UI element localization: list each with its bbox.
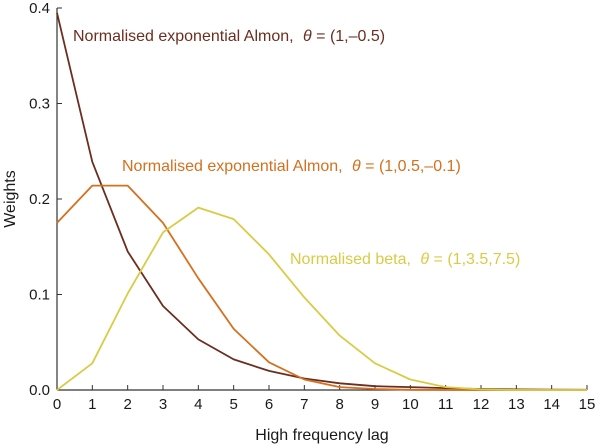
series-label-almon-2: Normalised exponential Almon, θ = (1,–0.… bbox=[73, 28, 385, 45]
y-axis-ticks: 0.0 0.1 0.2 0.3 0.4 bbox=[29, 0, 62, 399]
y-tick-label: 0.4 bbox=[29, 0, 50, 17]
x-tick-label: 9 bbox=[371, 396, 379, 413]
series-label-prefix: Normalised exponential Almon, bbox=[73, 28, 294, 45]
series-line-almon-2 bbox=[56, 12, 588, 391]
x-axis-label: High frequency lag bbox=[255, 427, 388, 444]
y-tick-label: 0.1 bbox=[29, 287, 50, 304]
x-axis-ticks: 0 1 2 3 4 5 6 7 8 9 10 11 12 13 14 15 bbox=[53, 385, 596, 413]
series-label-value: = (1,–0.5) bbox=[316, 28, 385, 45]
series-line-beta bbox=[56, 206, 587, 391]
theta-symbol: θ bbox=[303, 28, 312, 45]
series-lines bbox=[56, 12, 588, 391]
x-tick-label: 7 bbox=[300, 396, 308, 413]
series-line-almon-3 bbox=[56, 184, 587, 391]
series-label-value: = (1,0.5,–0.1) bbox=[365, 158, 461, 175]
x-tick-label: 6 bbox=[265, 396, 273, 413]
theta-symbol: θ bbox=[352, 158, 361, 175]
series-annotations: Normalised exponential Almon, θ = (1,–0.… bbox=[73, 28, 520, 268]
series-label-almon-3: Normalised exponential Almon, θ = (1,0.5… bbox=[122, 158, 461, 175]
x-tick-label: 13 bbox=[508, 396, 525, 413]
axes: 0 1 2 3 4 5 6 7 8 9 10 11 12 13 14 15 0.00.10.20.30.4 bbox=[29, 0, 595, 413]
x-tick-label: 4 bbox=[194, 396, 202, 413]
series-label-prefix: Normalised beta, bbox=[290, 251, 411, 268]
x-tick-label: 14 bbox=[543, 396, 560, 413]
y-tick-label: 0.2 bbox=[29, 191, 50, 208]
series-label-beta: Normalised beta, θ = (1,3.5,7.5) bbox=[290, 251, 520, 268]
series-label-prefix: Normalised exponential Almon, bbox=[122, 158, 343, 175]
x-tick-label: 8 bbox=[335, 396, 343, 413]
x-tick-label: 12 bbox=[473, 396, 490, 413]
x-tick-label: 5 bbox=[229, 396, 237, 413]
x-tick-label: 11 bbox=[438, 396, 454, 413]
x-tick-label: 0 bbox=[53, 396, 61, 413]
x-tick-label: 2 bbox=[123, 396, 131, 413]
y-tick-label: 0.3 bbox=[29, 96, 50, 113]
x-tick-label: 15 bbox=[579, 396, 596, 413]
x-tick-label: 3 bbox=[159, 396, 167, 413]
y-tick-label: 0.0 bbox=[29, 382, 50, 399]
x-tick-label: 1 bbox=[88, 396, 96, 413]
y-axis-label: Weights bbox=[2, 170, 19, 228]
x-tick-label: 10 bbox=[402, 396, 419, 413]
series-label-value: = (1,3.5,7.5) bbox=[434, 251, 521, 268]
theta-symbol: θ bbox=[420, 251, 429, 268]
